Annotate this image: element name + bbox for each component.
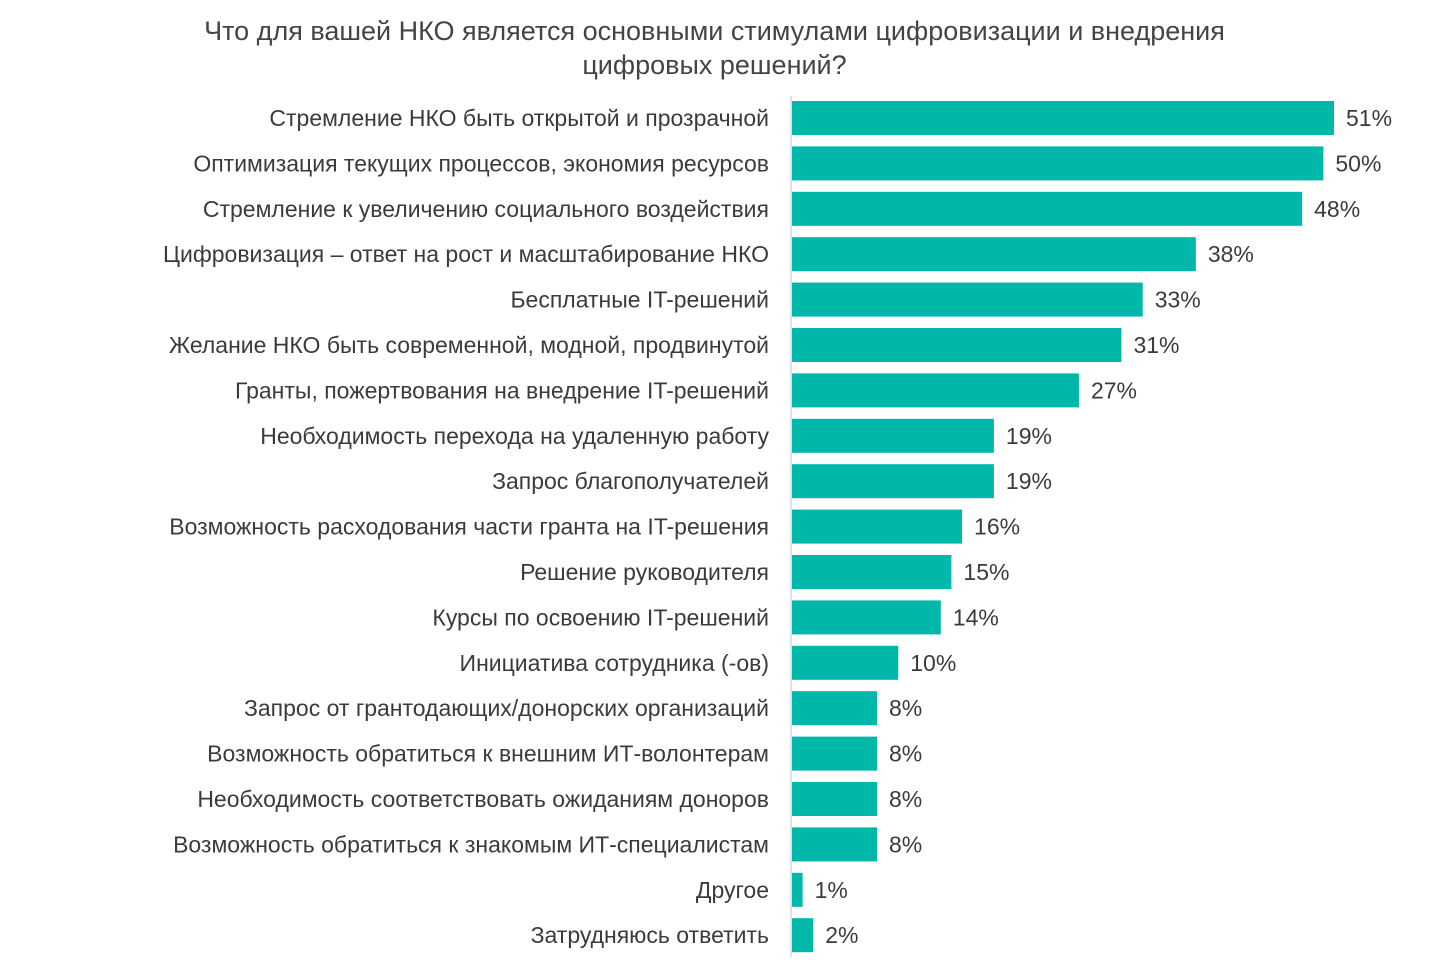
value-label: 10% (910, 650, 956, 676)
bar (792, 555, 952, 589)
bar (792, 918, 814, 953)
category-label: Возможность обратиться к знакомым ИТ-спе… (173, 831, 769, 857)
category-label: Необходимость перехода на удаленную рабо… (260, 423, 769, 449)
category-label: Запрос благополучателей (492, 468, 769, 494)
category-label: Другое (696, 877, 769, 903)
category-label: Стремление НКО быть открытой и прозрачно… (269, 105, 769, 131)
value-label: 15% (963, 559, 1009, 585)
value-label: 19% (1006, 423, 1052, 449)
bar (792, 600, 941, 635)
category-label: Решение руководителя (520, 559, 769, 585)
chart-title-line-2: цифровых решений? (582, 50, 847, 80)
value-label: 1% (815, 877, 848, 903)
category-labels: Стремление НКО быть открытой и прозрачно… (163, 105, 770, 948)
category-label: Возможность расходования части гранта на… (169, 514, 769, 540)
category-label: Инициатива сотрудника (-ов) (460, 650, 769, 676)
bars (792, 101, 1334, 953)
category-label: Желание НКО быть современной, модной, пр… (169, 332, 769, 358)
bar (792, 237, 1196, 272)
bar (792, 373, 1079, 408)
value-label: 33% (1155, 287, 1201, 313)
bar (792, 645, 899, 680)
value-label: 51% (1346, 105, 1392, 131)
bar (792, 328, 1122, 362)
value-label: 19% (1006, 468, 1052, 494)
value-label: 8% (889, 741, 922, 767)
category-label: Необходимость соответствовать ожиданиям … (197, 786, 769, 812)
bar (792, 691, 878, 726)
bar (792, 191, 1303, 226)
category-label: Затрудняюсь ответить (531, 922, 769, 948)
category-label: Возможность обратиться к внешним ИТ-воло… (207, 741, 769, 767)
category-label: Стремление к увеличению социального возд… (203, 196, 769, 222)
bar (792, 827, 878, 862)
value-label: 2% (825, 922, 858, 948)
bar (792, 418, 994, 453)
bar (792, 782, 878, 816)
category-label: Курсы по освоению IT-решений (432, 604, 769, 630)
value-label: 8% (889, 786, 922, 812)
value-label: 31% (1133, 332, 1179, 358)
bar (792, 509, 963, 544)
category-label: Бесплатные IT-решений (510, 287, 769, 313)
bar (792, 101, 1334, 135)
category-label: Цифровизация – ответ на рост и масштабир… (163, 241, 769, 267)
value-label: 48% (1314, 196, 1360, 222)
chart-title: Что для вашей НКО является основными сти… (0, 14, 1429, 82)
value-label: 16% (974, 514, 1020, 540)
value-labels: 51% 50% 48% 38% 33% 31% 27% 19% 19% 16% 15% 14% 10% 8… (815, 105, 1392, 948)
value-label: 14% (953, 604, 999, 630)
bar (792, 464, 994, 499)
value-label: 38% (1208, 241, 1254, 267)
category-label: Гранты, пожертвования на внедрение IT-ре… (235, 377, 769, 403)
value-label: 27% (1091, 377, 1137, 403)
bar (792, 146, 1324, 181)
chart-title-line-1: Что для вашей НКО является основными сти… (204, 16, 1225, 46)
bar (792, 872, 803, 907)
value-label: 8% (889, 695, 922, 721)
category-label: Запрос от грантодающих/донорских организ… (244, 695, 769, 721)
value-label: 50% (1335, 150, 1381, 176)
bar (792, 736, 878, 771)
category-label: Оптимизация текущих процессов, экономия … (193, 150, 769, 176)
bar (792, 282, 1143, 317)
value-label: 8% (889, 831, 922, 857)
